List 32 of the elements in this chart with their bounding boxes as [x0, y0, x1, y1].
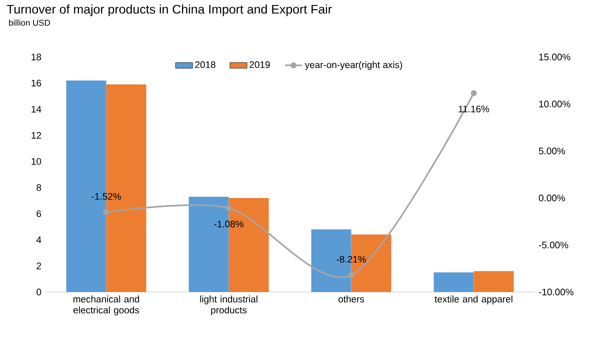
y-tick-label: 6	[36, 210, 42, 218]
point	[348, 272, 354, 278]
point	[470, 90, 477, 96]
x-tick-label: textile and apparel	[434, 296, 512, 304]
y-tick-label: 4	[36, 236, 42, 244]
y-tick-label: 16	[32, 80, 42, 86]
y-tick-label: 18	[32, 54, 42, 60]
y-tick-label: 8	[36, 184, 42, 191]
legend-label: 2018	[195, 61, 216, 68]
y-tick-label: 0	[36, 288, 42, 296]
bar	[474, 271, 514, 292]
y-tick-label: 10	[32, 158, 42, 165]
y-tick-label: 2	[36, 262, 42, 270]
point	[103, 209, 110, 216]
x-tick-label: light industrial products	[200, 296, 258, 316]
legend-label: 2019	[250, 61, 270, 68]
y2-tick-label: -5.00%	[538, 242, 568, 248]
y-tick-label: 14	[32, 106, 42, 112]
legend-label: year-on-year(right axis)	[304, 61, 402, 70]
y2-tick-label: 5.00%	[538, 148, 566, 154]
bar	[434, 272, 474, 292]
point	[226, 205, 232, 212]
y2-tick-label: 10.00%	[539, 100, 570, 108]
y-axis-title: billion USD	[9, 20, 50, 26]
y2-tick-label: 15.00%	[539, 54, 570, 60]
data-label: 11.16%	[458, 106, 490, 112]
x-tick-label: others	[338, 296, 364, 302]
y-tick-label: 12	[32, 132, 42, 139]
chart-title: Turnover of major products in China Import and Export Fair	[6, 4, 332, 16]
x-tick-label: mechanical and electrical goods	[73, 296, 140, 316]
y2-tick-label: 0.00%	[538, 194, 566, 202]
y2-tick-label: -10.00%	[538, 288, 574, 296]
